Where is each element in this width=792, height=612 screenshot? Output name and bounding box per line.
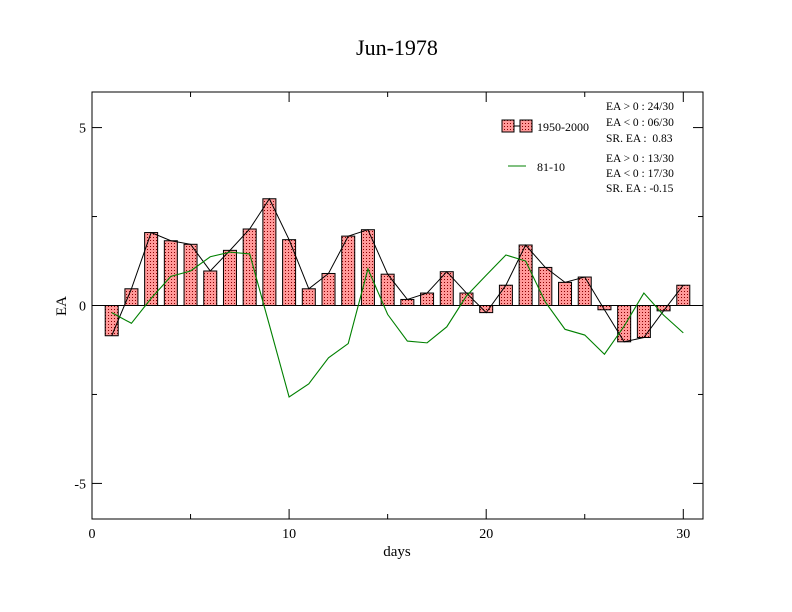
bar-day-2: [124, 288, 139, 307]
legend-item-1950-2000: 1950-2000: [501, 119, 589, 134]
bar-day-28: [636, 305, 651, 339]
bar-day-12: [321, 272, 336, 307]
x-tick-label-10: 10: [282, 527, 296, 542]
legend-stats-81-10: EA > 0 : 13/30 EA < 0 : 17/30 SR. EA : -…: [606, 153, 674, 195]
stat-ea-positive-1950-2000: EA > 0 : 24/30: [606, 101, 674, 113]
stat-ea-negative-81-10: EA < 0 : 17/30: [606, 168, 674, 180]
bar-day-5: [183, 243, 198, 306]
bar-day-21: [498, 284, 513, 306]
stat-sr-ea-1950-2000: SR. EA : 0.83: [606, 133, 673, 145]
x-tick-label-0: 0: [89, 527, 96, 542]
bar-day-11: [301, 288, 316, 307]
stat-ea-negative-1950-2000: EA < 0 : 06/30: [606, 117, 674, 129]
series-line-81-10: [111, 251, 684, 398]
chart-title: Jun-1978: [356, 35, 438, 60]
bar-day-6: [203, 270, 218, 306]
bar-day-3: [144, 232, 159, 306]
bar-day-23: [538, 266, 553, 307]
axis-ticks: 0 10 20 30 -5 0 5: [74, 92, 703, 542]
y-tick-label--5: -5: [74, 477, 86, 492]
bar-day-13: [341, 235, 356, 306]
legend-label-1950-2000: 1950-2000: [537, 120, 589, 134]
stat-sr-ea-81-10: SR. EA : -0.15: [606, 183, 674, 195]
bar-day-16: [400, 298, 415, 307]
x-axis-label: days: [383, 544, 411, 560]
x-tick-label-30: 30: [676, 527, 690, 542]
legend-stats-1950-2000: EA > 0 : 24/30 EA < 0 : 06/30 SR. EA : 0…: [606, 101, 674, 145]
series-line-1950-2000: [111, 197, 684, 343]
bar-day-8: [242, 228, 257, 306]
bar-day-4: [163, 240, 178, 306]
x-tick-label-20: 20: [479, 527, 493, 542]
y-tick-label-5: 5: [79, 122, 86, 137]
y-axis-label: EA: [54, 296, 70, 316]
legend-swatch-bar-left: [501, 119, 515, 133]
bar-day-9: [262, 198, 277, 306]
bar-day-15: [380, 273, 395, 307]
bar-day-10: [282, 239, 297, 307]
bars-1950-2000: [104, 198, 691, 343]
bar-day-27: [617, 305, 632, 343]
bar-day-24: [558, 281, 573, 306]
legend-label-81-10: 81-10: [537, 160, 565, 174]
legend-item-81-10: 81-10: [508, 160, 565, 174]
bar-day-1: [104, 305, 119, 337]
bar-day-30: [676, 284, 691, 306]
legend: 1950-2000 EA > 0 : 24/30 EA < 0 : 06/30 …: [501, 101, 674, 195]
legend-swatch-bar-right: [519, 119, 533, 133]
bar-day-25: [577, 276, 592, 306]
y-tick-label-0: 0: [79, 300, 86, 315]
bar-day-7: [222, 249, 237, 307]
stat-ea-positive-81-10: EA > 0 : 13/30: [606, 153, 674, 165]
